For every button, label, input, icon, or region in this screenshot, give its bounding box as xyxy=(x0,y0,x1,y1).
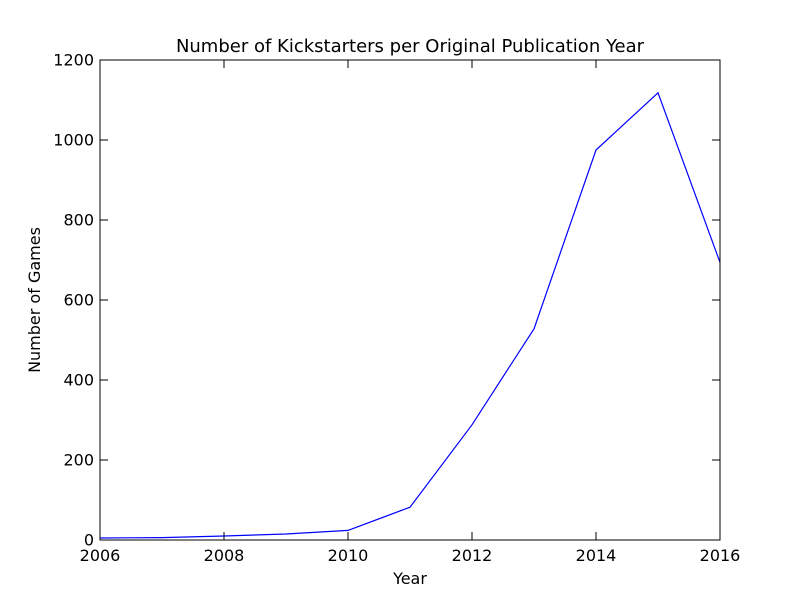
y-tick-label: 1200 xyxy=(53,51,94,70)
plot-frame xyxy=(99,59,721,541)
y-tick-label: 600 xyxy=(63,291,94,310)
y-tick-label: 200 xyxy=(63,451,94,470)
y-tick-label: 400 xyxy=(63,371,94,390)
plot-area xyxy=(99,91,721,539)
x-tick-label: 2012 xyxy=(452,546,493,565)
y-tick-label: 800 xyxy=(63,211,94,230)
y-tick-label: 1000 xyxy=(53,131,94,150)
x-tick-label: 2006 xyxy=(80,546,121,565)
x-axis: 2006 2008 2010 2012 2014 2016 xyxy=(80,60,741,565)
x-tick-label: 2008 xyxy=(204,546,245,565)
chart-title: Number of Kickstarters per Original Publ… xyxy=(176,36,645,57)
x-tick-label: 2014 xyxy=(576,546,617,565)
y-axis-label: Number of Games xyxy=(25,227,44,373)
x-tick-label: 2016 xyxy=(700,546,741,565)
y-tick-label: 0 xyxy=(84,531,94,550)
y-axis: 0 200 400 600 800 1000 1200 xyxy=(53,51,720,550)
x-axis-label: Year xyxy=(392,569,427,588)
series-line-0 xyxy=(99,91,721,539)
x-tick-label: 2010 xyxy=(328,546,369,565)
